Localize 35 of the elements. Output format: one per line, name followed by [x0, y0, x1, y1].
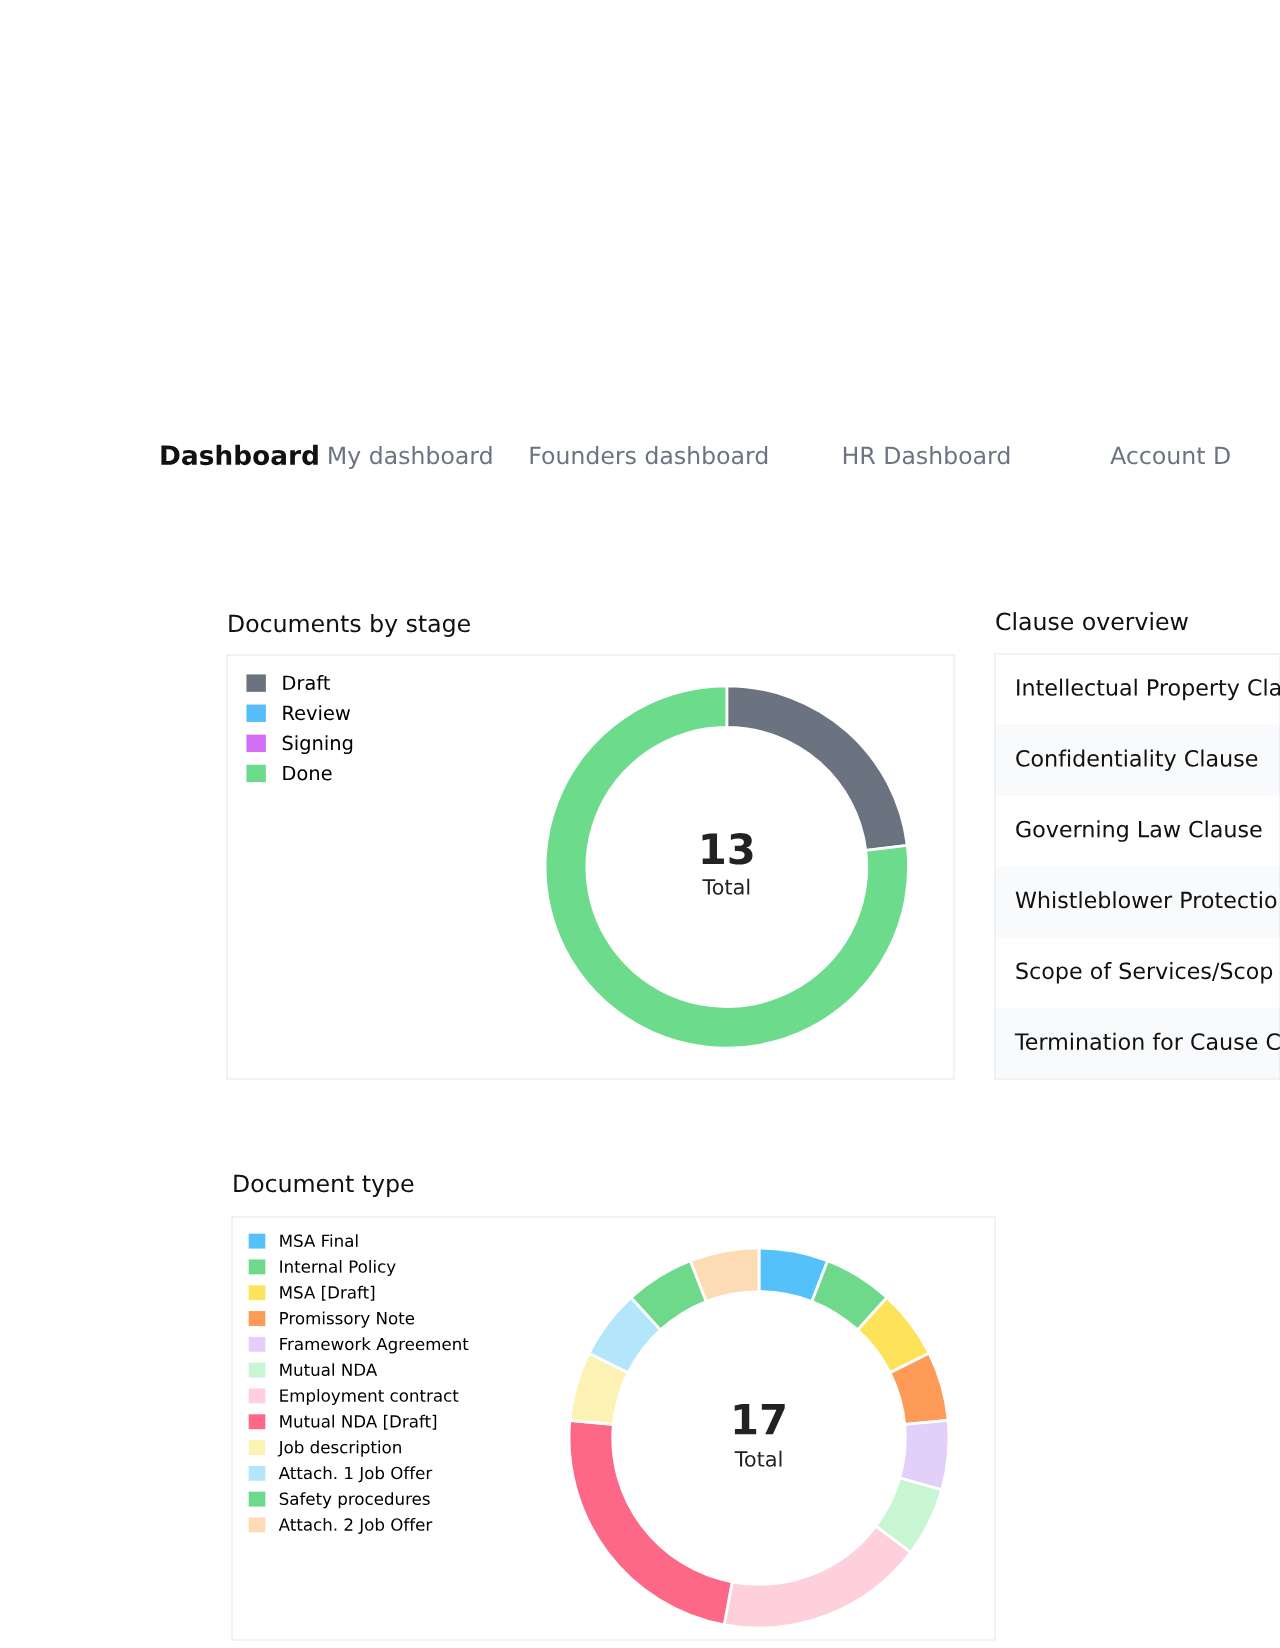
- legend-label: Employment contract: [280, 1388, 459, 1406]
- legend-label: MSA [Draft]: [280, 1285, 375, 1301]
- legend-label: Signing: [282, 735, 353, 755]
- text: 13: [702, 833, 753, 865]
- text: Founders dashboard: [530, 446, 768, 465]
- text: Total: [702, 878, 750, 895]
- text: Governing Law Clause: [1016, 820, 1262, 842]
- legend-label: Done: [283, 765, 332, 781]
- legend-label: Attach. 2 Job Offer: [278, 1517, 433, 1534]
- legend-label: MSA Final: [280, 1234, 358, 1248]
- text: Whistleblower Protectio: [1015, 891, 1277, 909]
- text: Dashboard: [161, 444, 318, 466]
- legend-label: Draft: [283, 675, 330, 691]
- legend-label: Mutual NDA: [280, 1363, 378, 1377]
- text: Clause overview: [996, 612, 1188, 631]
- chart-title: Documents by stage: [229, 614, 470, 637]
- legend-label: Mutual NDA [Draft]: [280, 1414, 437, 1430]
- donut-slice: [543, 684, 910, 1050]
- legend-label: Framework Agreement: [280, 1337, 469, 1354]
- chart-title: Document type: [234, 1174, 414, 1197]
- text: My dashboard: [329, 446, 492, 469]
- legend-label: Job description: [277, 1440, 401, 1457]
- text: Termination for Cause C: [1014, 1032, 1280, 1051]
- text: Account D: [1110, 446, 1230, 465]
- legend-label: Promissory Note: [280, 1311, 415, 1328]
- legend-label: Safety procedures: [279, 1492, 430, 1509]
- text: Intellectual Property Cla: [1017, 678, 1280, 701]
- text: Confidentiality Clause: [1016, 749, 1258, 771]
- legend-label: Review: [283, 705, 350, 721]
- text: Total: [734, 1450, 782, 1467]
- legend-label: Attach. 1 Job Offer: [278, 1466, 433, 1483]
- legend-label: Internal Policy: [280, 1259, 396, 1277]
- text: HR Dashboard: [843, 446, 1010, 465]
- text: 17: [734, 1403, 785, 1435]
- text: Scope of Services/Scop: [1016, 962, 1273, 984]
